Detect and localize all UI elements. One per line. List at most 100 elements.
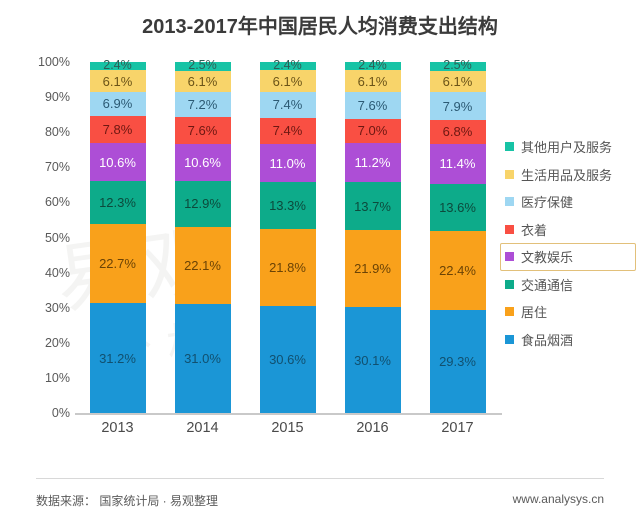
bar-segment[interactable]: 7.0% — [344, 118, 401, 144]
bar-segment[interactable]: 6.9% — [89, 91, 146, 117]
bar-segment[interactable]: 31.0% — [174, 304, 231, 413]
bar-segment[interactable]: 22.4% — [429, 231, 486, 311]
bar-segment[interactable]: 2.4% — [89, 59, 146, 71]
bar-segment[interactable]: 2.5% — [429, 58, 486, 73]
bar-segment-label: 12.9% — [184, 196, 221, 212]
bar-segment[interactable]: 2.4% — [259, 59, 316, 71]
legend-item[interactable]: 衣着 — [500, 216, 636, 244]
bar-segment[interactable]: 21.8% — [259, 229, 316, 306]
bar-segment[interactable]: 11.4% — [429, 143, 486, 184]
bar-segment[interactable]: 6.1% — [344, 70, 401, 92]
bar-column[interactable]: 2.5% 6.1% 7.2% 7.6% 10.6% 12.9% 22.1% 31.0% — [174, 59, 231, 413]
y-tick-label: 50% — [44, 230, 70, 245]
bar-segment[interactable]: 6.1% — [89, 70, 146, 92]
bar-segment[interactable]: 7.6% — [344, 91, 401, 119]
x-axis-line — [75, 413, 502, 415]
bar-segment[interactable]: 13.6% — [429, 183, 486, 232]
x-tick-label: 2014 — [186, 420, 219, 436]
legend-item[interactable]: 其他用户及服务 — [500, 133, 636, 161]
bar-segment-label: 6.1% — [357, 73, 388, 89]
bar-segment-label: 6.1% — [102, 73, 133, 89]
bar-segment-label: 6.1% — [187, 73, 218, 89]
legend-swatch — [505, 307, 514, 317]
bar-segment[interactable]: 22.7% — [89, 223, 146, 304]
x-tick-label: 2015 — [271, 420, 304, 436]
bar-segment-label: 10.6% — [184, 155, 221, 171]
y-tick-label: 0% — [51, 406, 70, 420]
bar-segment[interactable]: 12.9% — [174, 181, 231, 227]
bar-segment[interactable]: 22.1% — [174, 226, 231, 305]
bar-segment-label: 7.2% — [187, 97, 218, 113]
bar-segment-label: 6.9% — [102, 96, 133, 112]
bar-segment[interactable]: 7.2% — [174, 92, 231, 118]
bar-segment-label: 11.4% — [439, 156, 476, 172]
y-tick-label: 20% — [44, 335, 70, 350]
legend-swatch — [505, 334, 514, 344]
bar-segment[interactable]: 30.1% — [344, 307, 401, 413]
bar-column[interactable]: 2.4% 6.1% 6.9% 7.8% 10.6% 12.3% 22.7% 31.2% — [89, 59, 146, 413]
legend-item-label: 生活用品及服务 — [521, 167, 613, 183]
bar-segment[interactable]: 7.8% — [89, 116, 146, 144]
bar-segment-label: 21.9% — [354, 261, 391, 277]
bar-segment[interactable]: 2.4% — [344, 57, 401, 72]
bar-segment[interactable]: 13.3% — [259, 182, 316, 230]
bar-segment-label: 22.7% — [99, 256, 136, 272]
legend-item[interactable]: 生活用品及服务 — [500, 161, 636, 189]
bar-segment-label: 11.2% — [354, 155, 391, 171]
bar-segment-label: 7.4% — [272, 123, 303, 139]
bar-segment[interactable]: 10.6% — [174, 144, 231, 182]
bar-segment[interactable]: 6.1% — [259, 70, 316, 92]
bar-segment-label: 2.4% — [358, 57, 387, 72]
legend-item-label: 居住 — [521, 305, 548, 321]
y-tick-label: 90% — [44, 90, 70, 105]
legend-swatch — [505, 279, 514, 289]
y-tick-label: 30% — [44, 300, 70, 315]
bar-segment[interactable]: 29.3% — [429, 310, 486, 413]
bar-segment-label: 31.2% — [99, 350, 136, 366]
bar-segment[interactable]: 13.7% — [344, 182, 401, 231]
legend-item[interactable]: 居住 — [500, 298, 636, 326]
bar-segment[interactable]: 2.5% — [174, 59, 231, 71]
bar-segment[interactable]: 7.6% — [174, 117, 231, 145]
bar-segment[interactable]: 6.8% — [429, 119, 486, 144]
bar-column[interactable]: 2.4% 6.1% 7.6% 7.0% 11.2% 13.7% 21.9% 30.1% — [344, 57, 401, 413]
x-axis: 2013 2014 2015 2016 2017 — [75, 420, 500, 446]
bar-segment[interactable]: 12.3% — [89, 180, 146, 224]
bar-segment-label: 7.4% — [272, 97, 303, 113]
legend-item[interactable]: 医疗保健 — [500, 188, 636, 216]
x-tick-label: 2016 — [356, 420, 389, 436]
legend-item[interactable]: 交通通信 — [500, 271, 636, 299]
bar-segment[interactable]: 7.4% — [259, 117, 316, 144]
bar-segment[interactable]: 7.9% — [429, 92, 486, 120]
bar-column[interactable]: 2.4% 6.1% 7.4% 7.4% 11.0% 13.3% 21.8% 30.6% — [259, 59, 316, 413]
legend-item[interactable]: 食品烟酒 — [500, 326, 636, 354]
bar-segment-label: 2.5% — [443, 58, 472, 73]
bar-segment[interactable]: 6.1% — [429, 70, 486, 93]
bar-segment-label: 13.3% — [269, 198, 306, 214]
chart-title: 2013-2017年中国居民人均消费支出结构 — [142, 16, 498, 38]
footer-source: 数据来源： 国家统计局 · 易观整理 — [36, 494, 218, 508]
bar-segment[interactable]: 11.0% — [259, 143, 316, 183]
bar-segment-label: 10.6% — [99, 154, 136, 170]
bar-segment[interactable]: 30.6% — [259, 305, 316, 413]
bar-segment-label: 29.3% — [439, 354, 476, 369]
bar-segment[interactable]: 11.2% — [344, 143, 401, 183]
legend-swatch — [505, 252, 514, 262]
bar-segment[interactable]: 31.2% — [89, 303, 146, 413]
bar-segment-label: 7.6% — [187, 123, 218, 139]
legend-item-label: 食品烟酒 — [521, 332, 574, 348]
bar-segment-label: 6.8% — [442, 124, 473, 140]
bar-segment[interactable]: 21.9% — [344, 230, 401, 308]
legend-item-label: 医疗保健 — [521, 195, 574, 211]
bar-segment-label: 12.3% — [99, 194, 136, 210]
bar-segment-label: 30.1% — [354, 352, 391, 368]
bar-column[interactable]: 2.5% 6.1% 7.9% 6.8% 11.4% 13.6% 22.4% 29.3% — [429, 58, 486, 413]
y-axis: 100% 90% 80% 70% 60% 50% 40% 30% 20% 10% 0% — [22, 52, 70, 423]
legend-item[interactable]: 文教娱乐 — [500, 243, 636, 271]
bar-segment[interactable]: 10.6% — [89, 143, 146, 181]
legend-item-label: 衣着 — [521, 222, 548, 238]
bar-segment[interactable]: 6.1% — [174, 70, 231, 93]
bar-segment[interactable]: 7.4% — [259, 91, 316, 118]
y-tick-label: 70% — [44, 160, 70, 175]
